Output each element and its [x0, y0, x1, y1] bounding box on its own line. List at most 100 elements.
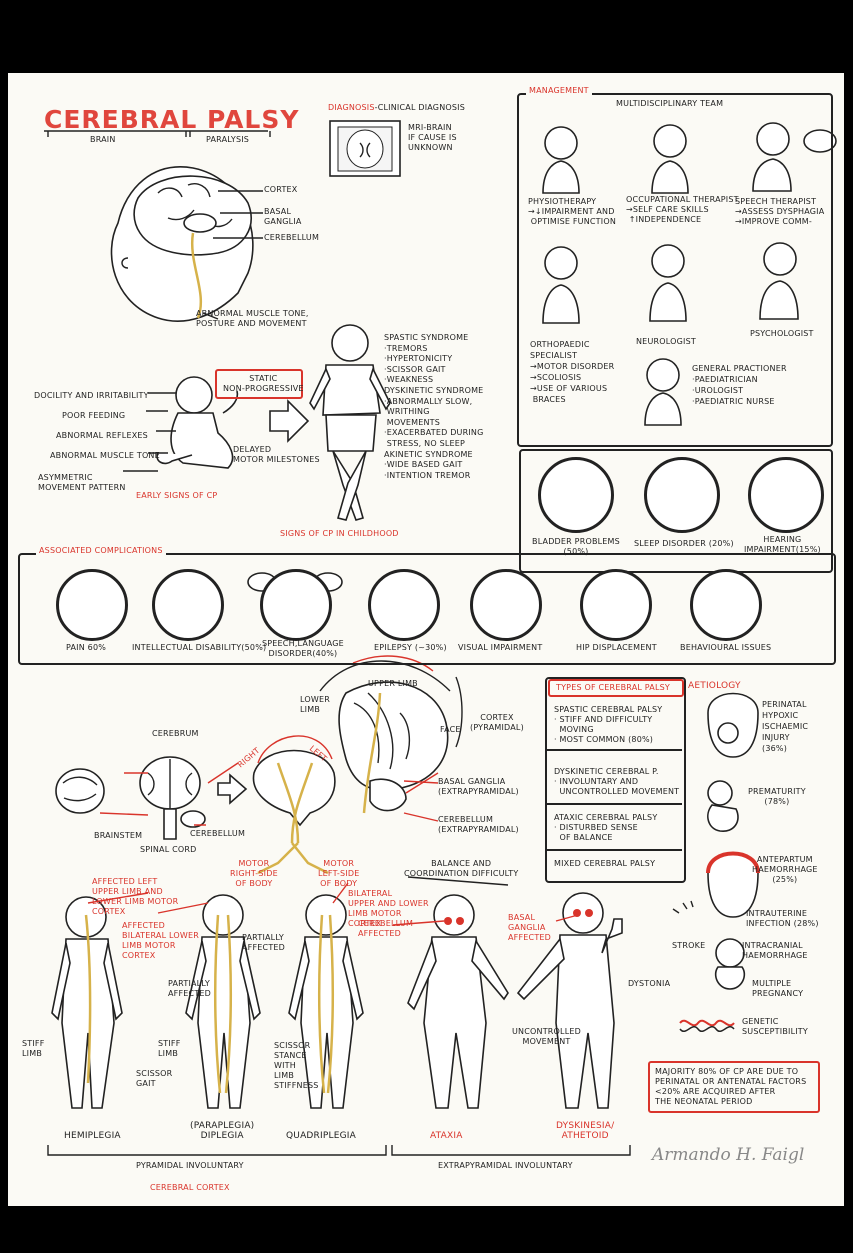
- dystonia-label: DYSTONIA: [628, 979, 671, 988]
- lower-limb-label: LOWER LIMB: [300, 695, 330, 714]
- occupational-therapist: OCCUPATIONAL THERAPIST →SELF CARE SKILLS…: [626, 195, 739, 224]
- static-label: STATIC NON-PROGRESSIVE: [223, 374, 304, 393]
- body-figures: [51, 876, 623, 1109]
- baby-brain-icon: [110, 166, 254, 322]
- behavioural-circle: [690, 569, 762, 641]
- partially-affected-2: PARTIALLY AFFECTED: [168, 979, 212, 998]
- infographic-sheet: CEREBRAL PALSY BRAIN PARALYSIS CORTEX BA…: [8, 73, 844, 1206]
- orthopaedic-specialist: ORTHOPAEDIC SPECIALIST →MOTOR DISORDER →…: [530, 340, 615, 404]
- quad-note: BILATERAL UPPER AND LOWER LIMB MOTOR COR…: [348, 889, 429, 928]
- comp-intellectual: INTELLECTUAL DISABILITY(50%): [132, 643, 267, 652]
- basal-ganglia-label: BASAL GANGLIA: [264, 207, 302, 226]
- early-sign-asymmetric: ASYMMETRIC MOVEMENT PATTERN: [38, 473, 126, 492]
- early-sign-feeding: POOR FEEDING: [62, 411, 126, 420]
- abnormal-tone-label: ABNORMAL MUSCLE TONE, POSTURE AND MOVEME…: [196, 309, 309, 328]
- page-title: CEREBRAL PALSY: [44, 105, 300, 134]
- speech-circle: [260, 569, 332, 641]
- aetiology-stroke: STROKE: [672, 941, 706, 950]
- basal-extrapyramidal-label: BASAL GANGLIA (EXTRAPYRAMIDAL): [438, 777, 519, 796]
- aetiology-antepartum: ANTEPARTUM HAEMORRHAGE (25%): [752, 855, 818, 884]
- sleep-disorder: SLEEP DISORDER (20%): [634, 539, 734, 548]
- type-spastic: SPASTIC CEREBRAL PALSY · STIFF AND DIFFI…: [554, 705, 663, 744]
- cortex-label: CORTEX: [264, 185, 298, 194]
- aetiology-intracranial: INTRACRANIAL HAEMORRHAGE: [742, 941, 808, 960]
- aetiology-multiple: MULTIPLE PREGNANCY: [752, 979, 804, 998]
- speech-therapist: SPEECH THERAPIST →ASSESS DYSPHAGIA →IMPR…: [735, 197, 825, 226]
- quadriplegia-label: QUADRIPLEGIA: [286, 1131, 356, 1141]
- partially-affected-1: PARTIALLY AFFECTED: [242, 933, 286, 952]
- general-practioner: GENERAL PRACTIONER ·PAEDIATRICIAN ·UROLO…: [692, 364, 787, 406]
- brain-anatomy-icons: [55, 655, 463, 875]
- cerebellum-extrapyramidal-label: CEREBELLUM (EXTRAPYRAMIDAL): [438, 815, 519, 834]
- stiff-limb-2: STIFF LIMB: [158, 1039, 181, 1058]
- cerebrum-label: CEREBRUM: [152, 729, 199, 738]
- dyskinesia-label: DYSKINESIA/ ATHETOID: [556, 1121, 615, 1141]
- stiff-limb-1: STIFF LIMB: [22, 1039, 45, 1058]
- type-ataxic: ATAXIC CEREBRAL PALSY · DISTURBED SENSE …: [554, 813, 658, 842]
- mri-note: MRI-BRAIN IF CAUSE IS UNKNOWN: [408, 123, 457, 152]
- cortex-pyramidal-label: CORTEX (PYRAMIDAL): [470, 713, 524, 732]
- epilepsy-circle: [368, 569, 440, 641]
- visual-circle: [470, 569, 542, 641]
- signature: Armando H. Faigl: [652, 1145, 805, 1165]
- complications-heading: ASSOCIATED COMPLICATIONS: [36, 546, 166, 556]
- type-dyskinetic: DYSKINETIC CEREBRAL P. · INVOLUNTARY AND…: [554, 767, 680, 796]
- sleep-circle: [644, 457, 720, 533]
- brain-subtitle: BRAIN: [90, 135, 116, 144]
- basal-ganglia-affected: BASAL GANGLIA AFFECTED: [508, 913, 552, 942]
- uncontrolled-movement: UNCONTROLLED MOVEMENT: [512, 1027, 581, 1046]
- cerebellum-affected: CEREBELLUM AFFECTED: [358, 919, 414, 938]
- hemi-note: AFFECTED LEFT UPPER LIMB AND LOWER LIMB …: [92, 877, 179, 916]
- extrapyramidal-label: EXTRAPYRAMIDAL INVOLUNTARY: [438, 1161, 573, 1170]
- early-sign-docility: DOCILITY AND IRRITABILITY: [34, 391, 149, 400]
- intellectual-circle: [152, 569, 224, 641]
- spinal-cord-label: SPINAL CORD: [140, 845, 197, 854]
- types-panel: [545, 677, 686, 883]
- aetiology-note: MAJORITY 80% OF CP ARE DUE TO PERINATAL …: [655, 1067, 807, 1106]
- diagnosis-heading: DIAGNOSIS: [328, 103, 375, 112]
- childhood-syndromes: SPASTIC SYNDROME ·TREMORS ·HYPERTONICITY…: [384, 333, 484, 480]
- aetiology-intrauterine: INTRAUTERINE INFECTION (28%): [746, 909, 819, 928]
- early-signs-label: EARLY SIGNS OF CP: [136, 491, 218, 500]
- comp-pain: PAIN 60%: [66, 643, 107, 652]
- specialist-figures: [542, 122, 837, 426]
- aetiology-heading: AETIOLOGY: [688, 681, 741, 691]
- upper-limb-label: UPPER LIMB: [368, 679, 418, 688]
- hearing-circle: [748, 457, 824, 533]
- diagnosis-clinical: -CLINICAL DIAGNOSIS: [374, 103, 465, 112]
- management-panel: [517, 93, 833, 447]
- scissor-stance: SCISSOR STANCE WITH LIMB STIFFNESS: [274, 1041, 319, 1090]
- diplegia-label: (PARAPLEGIA) DIPLEGIA: [190, 1121, 255, 1141]
- comp-behavioural: BEHAVIOURAL ISSUES: [680, 643, 772, 652]
- scissor-gait: SCISSOR GAIT: [136, 1069, 173, 1088]
- neurologist: NEUROLOGIST: [636, 337, 696, 346]
- multidisciplinary-team: MULTIDISCIPLINARY TEAM: [616, 99, 724, 108]
- hemiplegia-label: HEMIPLEGIA: [64, 1131, 121, 1141]
- face-label: FACE: [440, 725, 461, 734]
- associated-complications-panel: [18, 553, 836, 665]
- static-box: STATIC NON-PROGRESSIVE: [215, 369, 303, 399]
- brainstem-label: BRAINSTEM: [94, 831, 143, 840]
- type-mixed: MIXED CEREBRAL PALSY: [554, 859, 656, 868]
- motor-left-label: MOTOR LEFT-SIDE OF BODY: [318, 859, 360, 888]
- hearing-impairment: HEARING IMPAIRMENT(15%): [744, 535, 821, 554]
- mri-scan-icon: [329, 120, 401, 177]
- bladder-problems: BLADDER PROBLEMS (50%): [532, 537, 620, 556]
- pyramidal-label: PYRAMIDAL INVOLUNTARY: [136, 1161, 244, 1170]
- childhood-signs-label: SIGNS OF CP IN CHILDHOOD: [280, 529, 399, 538]
- paralysis-subtitle: PARALYSIS: [206, 135, 250, 144]
- hip-circle: [580, 569, 652, 641]
- di-note: AFFECTED BILATERAL LOWER LIMB MOTOR CORT…: [122, 921, 199, 960]
- comp-visual: VISUAL IMPAIRMENT: [458, 643, 543, 652]
- cerebral-cortex-label: CEREBRAL CORTEX: [150, 1183, 230, 1192]
- sitting-baby-icon: [156, 376, 239, 469]
- bladder-circle: [538, 457, 614, 533]
- balance-label: BALANCE AND COORDINATION DIFFICULTY: [404, 859, 519, 878]
- aetiology-icons: [672, 692, 760, 1032]
- cerebellum-label: CEREBELLUM: [264, 233, 320, 242]
- aetiology-note-box: MAJORITY 80% OF CP ARE DUE TO PERINATAL …: [648, 1061, 820, 1113]
- standing-child-icon: [309, 324, 391, 521]
- comp-epilepsy: EPILEPSY (~30%): [374, 643, 447, 652]
- aetiology-prematurity: PREMATURITY (78%): [748, 787, 806, 806]
- early-sign-tone: ABNORMAL MUSCLE TONE: [50, 451, 160, 460]
